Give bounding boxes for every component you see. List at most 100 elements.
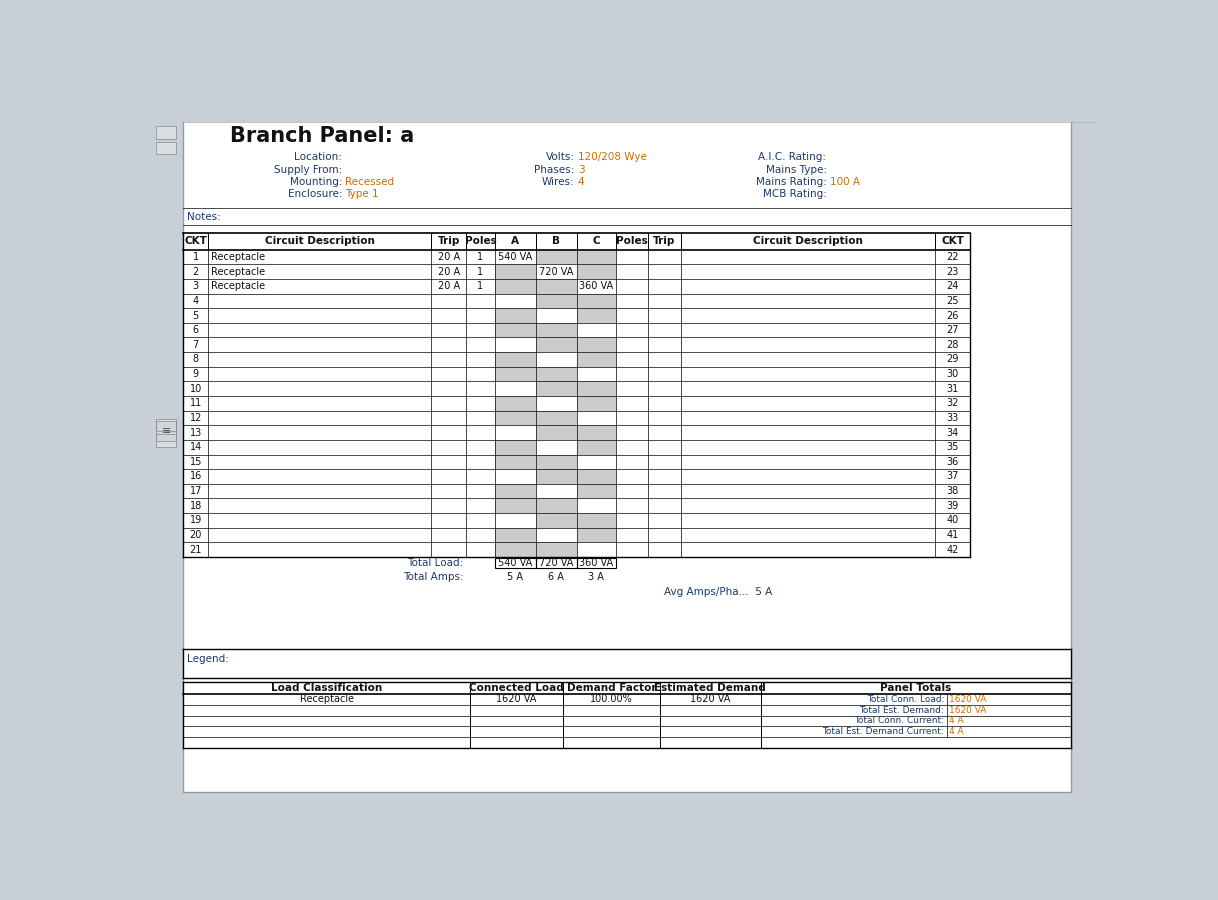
- Text: Branch Panel: a: Branch Panel: a: [230, 127, 414, 147]
- Bar: [156, 420, 177, 441]
- Text: 20: 20: [190, 530, 202, 540]
- Bar: [577, 396, 616, 410]
- Bar: [495, 484, 536, 499]
- Text: C: C: [592, 236, 600, 247]
- Text: 41: 41: [946, 530, 959, 540]
- Text: Type 1: Type 1: [345, 189, 379, 199]
- Bar: [495, 323, 536, 338]
- Text: 1: 1: [477, 266, 484, 276]
- Bar: [536, 410, 577, 425]
- Text: 36: 36: [946, 457, 959, 467]
- Bar: [577, 484, 616, 499]
- Text: 20 A: 20 A: [437, 266, 459, 276]
- Text: 31: 31: [946, 383, 959, 393]
- Text: Mains Rating:: Mains Rating:: [755, 177, 827, 187]
- Bar: [536, 293, 577, 308]
- Bar: [495, 454, 536, 469]
- Text: 30: 30: [946, 369, 959, 379]
- Bar: [536, 469, 577, 484]
- Bar: [536, 382, 577, 396]
- Text: Enclosure:: Enclosure:: [287, 189, 342, 199]
- Text: Load Classification: Load Classification: [270, 683, 382, 693]
- Text: 37: 37: [946, 472, 959, 482]
- Text: 34: 34: [946, 428, 959, 437]
- Text: 3: 3: [577, 165, 585, 175]
- Text: 10: 10: [190, 383, 202, 393]
- Text: 1620 VA: 1620 VA: [949, 706, 987, 715]
- Text: 3: 3: [192, 282, 199, 292]
- Text: 24: 24: [946, 282, 959, 292]
- Text: Legend:: Legend:: [188, 653, 229, 663]
- Text: 6 A: 6 A: [548, 572, 564, 582]
- Text: Receptacle: Receptacle: [211, 252, 266, 262]
- Bar: [536, 558, 577, 569]
- Text: Total Conn. Load:: Total Conn. Load:: [867, 695, 944, 704]
- Text: 4 A: 4 A: [949, 727, 963, 736]
- Bar: [536, 513, 577, 527]
- Text: Connected Load: Connected Load: [469, 683, 564, 693]
- Bar: [536, 499, 577, 513]
- Bar: [536, 425, 577, 440]
- Bar: [536, 366, 577, 382]
- Text: Trip: Trip: [653, 236, 676, 247]
- Bar: [495, 352, 536, 366]
- Bar: [156, 419, 177, 431]
- Text: Mounting:: Mounting:: [290, 177, 342, 187]
- Text: 13: 13: [190, 428, 202, 437]
- Bar: [152, 108, 1096, 122]
- Bar: [536, 249, 577, 265]
- Bar: [495, 410, 536, 425]
- Text: 4: 4: [192, 296, 199, 306]
- Bar: [577, 382, 616, 396]
- Bar: [156, 420, 177, 441]
- Text: Total Est. Demand Current:: Total Est. Demand Current:: [822, 727, 944, 736]
- Text: 540 VA: 540 VA: [498, 558, 532, 568]
- Bar: [577, 469, 616, 484]
- Text: 5: 5: [192, 310, 199, 320]
- Text: 360 VA: 360 VA: [580, 282, 614, 292]
- Bar: [156, 435, 177, 446]
- Text: Demand Factor: Demand Factor: [566, 683, 657, 693]
- Bar: [156, 127, 177, 139]
- Text: 26: 26: [946, 310, 959, 320]
- Text: Receptacle: Receptacle: [211, 266, 266, 276]
- Text: Avg Amps/Pha...  5 A: Avg Amps/Pha... 5 A: [664, 588, 772, 598]
- Text: MCB Rating:: MCB Rating:: [762, 189, 827, 199]
- Bar: [577, 338, 616, 352]
- Text: 39: 39: [946, 500, 959, 510]
- Bar: [156, 419, 177, 431]
- Text: 16: 16: [190, 472, 202, 482]
- Bar: [183, 681, 1071, 748]
- Text: Mains Type:: Mains Type:: [765, 165, 827, 175]
- Bar: [495, 499, 536, 513]
- Text: 20 A: 20 A: [437, 252, 459, 262]
- Text: Volts:: Volts:: [546, 152, 575, 162]
- Bar: [577, 308, 616, 323]
- Bar: [577, 527, 616, 543]
- Text: 14: 14: [190, 442, 202, 452]
- Bar: [495, 543, 536, 557]
- Bar: [156, 435, 177, 446]
- Bar: [536, 454, 577, 469]
- Text: Poles: Poles: [616, 236, 648, 247]
- Text: 1620 VA: 1620 VA: [949, 695, 987, 704]
- Bar: [577, 558, 616, 569]
- Text: 360 VA: 360 VA: [580, 558, 614, 568]
- Text: 100.00%: 100.00%: [590, 695, 633, 705]
- Text: Trip: Trip: [437, 236, 460, 247]
- Text: 38: 38: [946, 486, 959, 496]
- Bar: [577, 440, 616, 454]
- Text: 15: 15: [190, 457, 202, 467]
- Text: 1620 VA: 1620 VA: [691, 695, 731, 705]
- Bar: [495, 558, 536, 569]
- Text: 33: 33: [946, 413, 959, 423]
- Bar: [495, 440, 536, 454]
- Text: ≡: ≡: [162, 426, 171, 436]
- Text: Total Est. Demand:: Total Est. Demand:: [860, 706, 944, 715]
- Text: 27: 27: [946, 325, 959, 335]
- Text: B: B: [553, 236, 560, 247]
- Text: CKT: CKT: [942, 236, 963, 247]
- Bar: [495, 265, 536, 279]
- Text: 32: 32: [946, 399, 959, 409]
- Text: Circuit Description: Circuit Description: [753, 236, 862, 247]
